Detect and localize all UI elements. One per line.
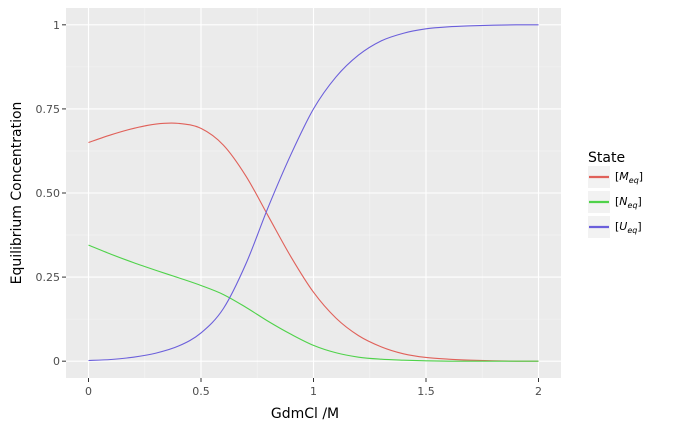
legend-label-m: [Meq] xyxy=(615,170,643,185)
legend: State [Meq] [Neq] [Ueq] xyxy=(588,150,643,238)
legend-label-u: [Ueq] xyxy=(615,220,642,235)
legend-title: State xyxy=(588,150,625,166)
x-axis-label: GdmCl /M xyxy=(271,406,339,422)
y-tick-label: 0 xyxy=(53,355,60,368)
y-tick-label: 0.25 xyxy=(36,271,61,284)
x-tick-label: 1.5 xyxy=(417,385,435,398)
legend-label-n: [Neq] xyxy=(615,195,642,210)
y-axis: 0 0.25 0.50 0.75 1 xyxy=(36,19,66,368)
x-tick-label: 0 xyxy=(85,385,92,398)
y-tick-label: 0.50 xyxy=(36,187,61,200)
x-tick-label: 1 xyxy=(310,385,317,398)
series-line-m xyxy=(88,122,539,362)
y-tick-label: 1 xyxy=(53,19,60,32)
series-line-u xyxy=(88,24,539,362)
series-lines xyxy=(88,24,539,362)
y-axis-label: Equilibrium Concentration xyxy=(9,102,25,285)
x-tick-label: 2 xyxy=(535,385,542,398)
x-tick-label: 0.5 xyxy=(192,385,210,398)
x-axis: 0 0.5 1 1.5 2 xyxy=(85,378,542,398)
grid xyxy=(66,8,561,378)
series-line-n xyxy=(88,244,539,362)
y-tick-label: 0.75 xyxy=(36,103,61,116)
